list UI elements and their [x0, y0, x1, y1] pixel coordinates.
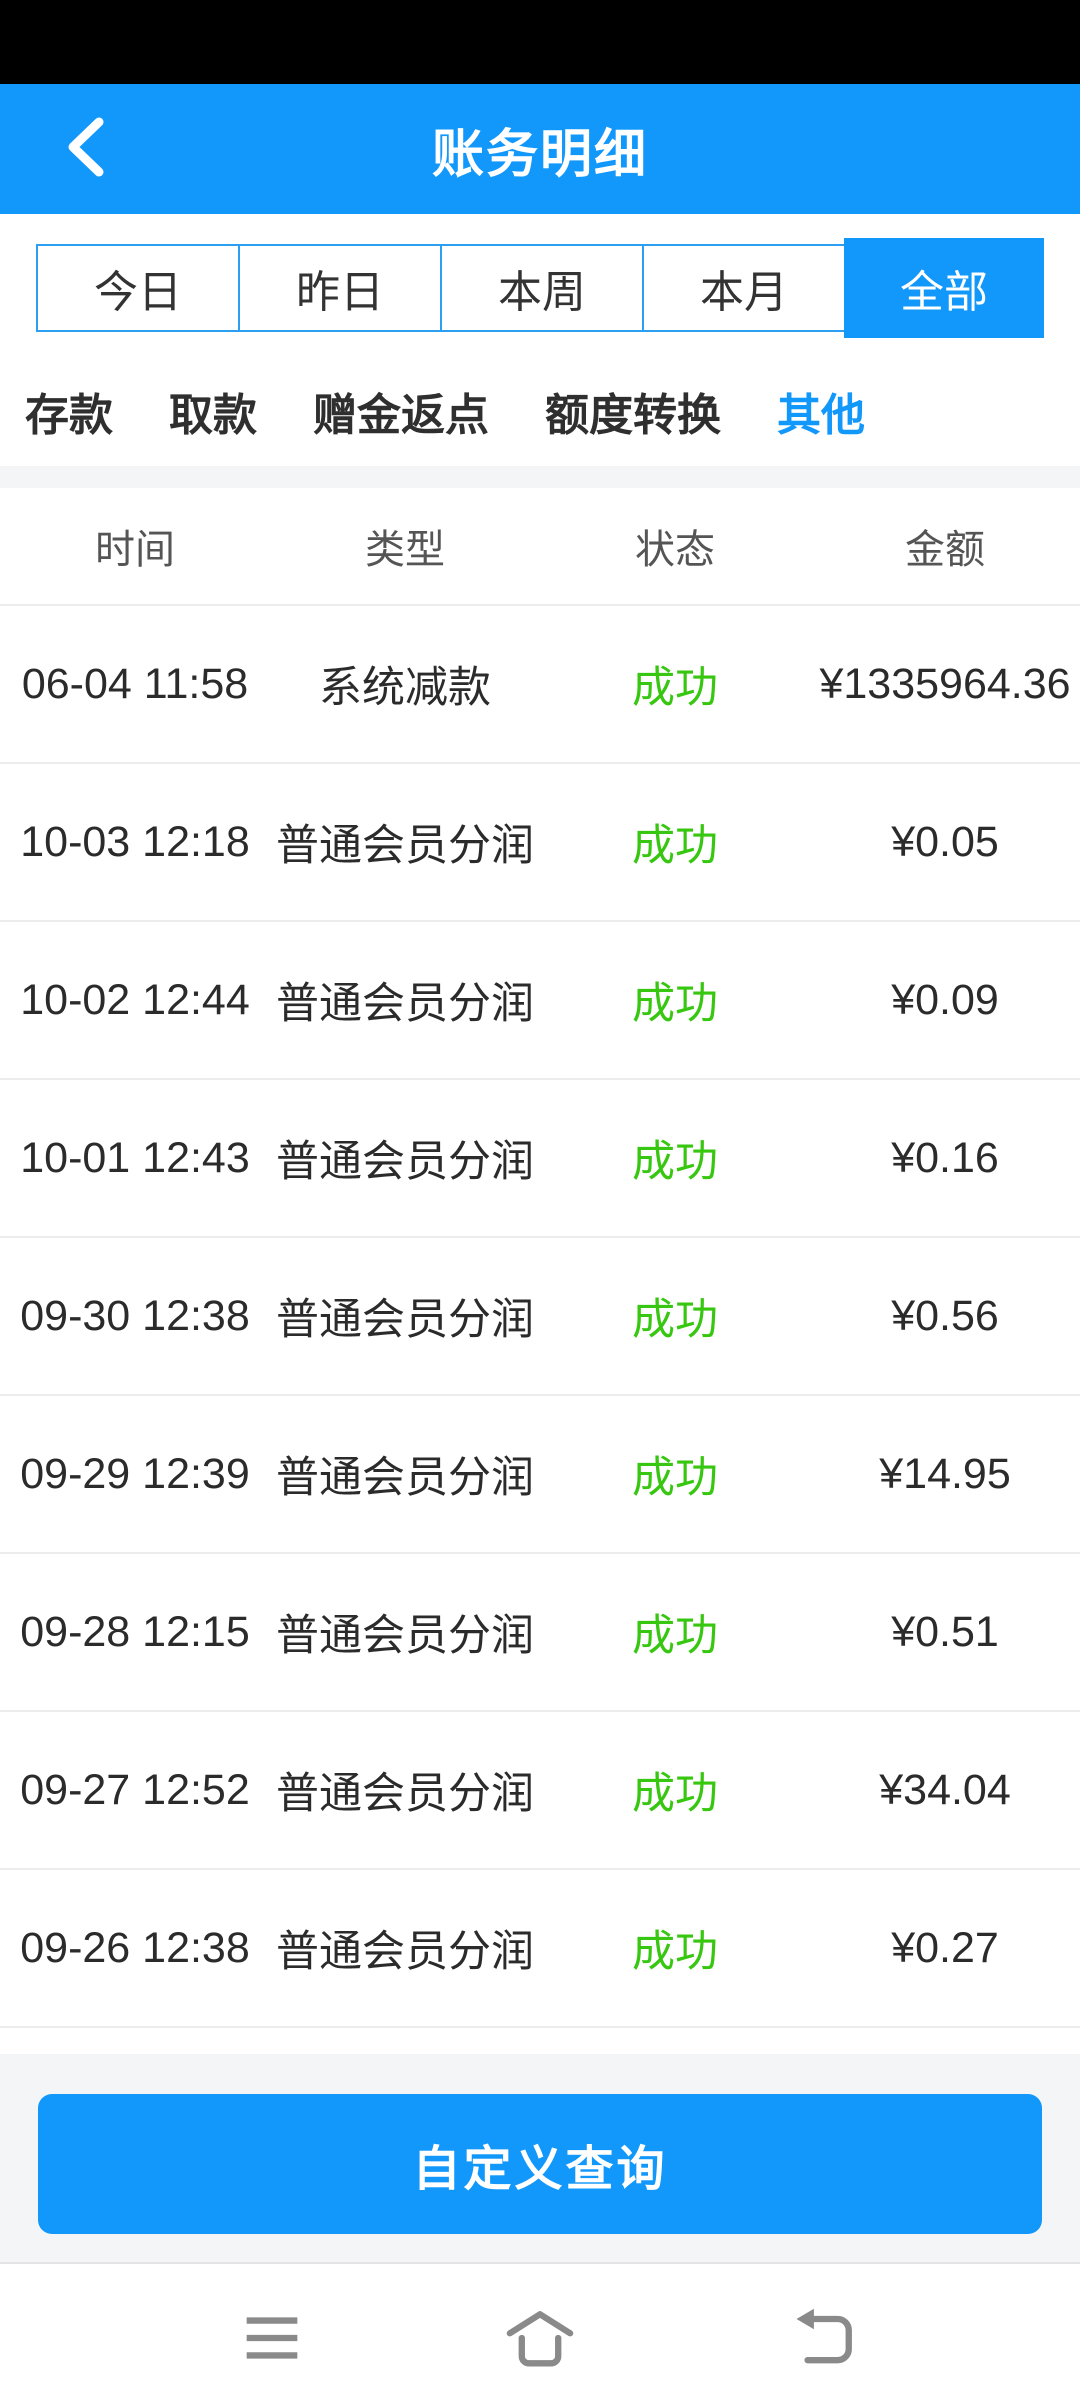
date-range-tabs: 今日 昨日 本周 本月 全部 — [36, 238, 1044, 338]
type-filters: 存款 取款 赠金返点 额度转换 其他 — [25, 380, 1080, 442]
cell-time: 10-02 12:44 — [20, 975, 250, 1024]
date-tab[interactable]: 本月 — [642, 244, 846, 332]
cell-amount: ¥0.05 — [891, 817, 999, 866]
cell-status: 成功 — [632, 1928, 718, 1976]
table-header: 时间 类型 状态 金额 — [0, 488, 1080, 606]
page-title: 账务明细 — [431, 125, 648, 184]
filter-item[interactable]: 存款 — [25, 391, 113, 440]
table-row[interactable]: 09-30 12:38 普通会员分润 成功 ¥0.56 — [0, 1238, 1080, 1396]
date-tab[interactable]: 本周 — [440, 244, 644, 332]
cell-time: 10-03 12:18 — [20, 817, 250, 866]
cell-time: 09-27 12:52 — [20, 1765, 250, 1814]
filter-item[interactable]: 赠金返点 — [313, 391, 489, 440]
back-button[interactable] — [40, 84, 130, 214]
cell-type: 系统减款 — [319, 664, 491, 712]
cell-type: 普通会员分润 — [276, 1928, 534, 1976]
menu-icon[interactable] — [234, 2300, 310, 2376]
cell-type: 普通会员分润 — [276, 1770, 534, 1818]
table-row[interactable]: 10-02 12:44 普通会员分润 成功 ¥0.09 — [0, 922, 1080, 1080]
footer-section: 自定义查询 — [0, 2054, 1080, 2264]
cell-amount: ¥1335964.36 — [819, 659, 1071, 708]
column-header-amount: 金额 — [905, 528, 985, 572]
cell-type: 普通会员分润 — [276, 1612, 534, 1660]
date-tab[interactable]: 全部 — [844, 238, 1044, 338]
column-header-time: 时间 — [95, 528, 175, 572]
home-icon[interactable] — [502, 2300, 578, 2376]
cell-time: 10-01 12:43 — [20, 1133, 250, 1182]
cell-status: 成功 — [632, 1296, 718, 1344]
cell-amount: ¥0.09 — [891, 975, 999, 1024]
cell-status: 成功 — [632, 822, 718, 870]
table-row[interactable]: 10-01 12:43 普通会员分润 成功 ¥0.16 — [0, 1080, 1080, 1238]
column-header-status: 状态 — [635, 528, 715, 572]
cell-type: 普通会员分润 — [276, 822, 534, 870]
table-row[interactable]: 09-27 12:52 普通会员分润 成功 ¥34.04 — [0, 1712, 1080, 1870]
filter-item[interactable]: 取款 — [169, 391, 257, 440]
cell-amount: ¥14.95 — [879, 1449, 1011, 1498]
cell-amount: ¥0.27 — [891, 1923, 999, 1972]
cell-time: 09-28 12:15 — [20, 1607, 250, 1656]
cell-status: 成功 — [632, 1612, 718, 1660]
cell-status: 成功 — [632, 1454, 718, 1502]
return-icon[interactable] — [787, 2300, 863, 2376]
transaction-list: 06-04 11:58 系统减款 成功 ¥1335964.36 10-03 12… — [0, 606, 1080, 2028]
cell-time: 06-04 11:58 — [21, 659, 249, 708]
cell-amount: ¥0.56 — [891, 1291, 999, 1340]
cell-status: 成功 — [632, 664, 718, 712]
app-header: 账务明细 — [0, 84, 1080, 214]
cell-type: 普通会员分润 — [276, 1296, 534, 1344]
cell-type: 普通会员分润 — [276, 980, 534, 1028]
spacer — [0, 2028, 1080, 2054]
cell-time: 09-29 12:39 — [20, 1449, 250, 1498]
chevron-left-icon — [63, 116, 107, 183]
cell-status: 成功 — [632, 980, 718, 1028]
section-separator — [0, 466, 1080, 488]
cell-type: 普通会员分润 — [276, 1454, 534, 1502]
cell-status: 成功 — [632, 1770, 718, 1818]
date-tab[interactable]: 今日 — [36, 244, 240, 332]
custom-query-button[interactable]: 自定义查询 — [38, 2094, 1042, 2234]
cell-type: 普通会员分润 — [276, 1138, 534, 1186]
cell-amount: ¥34.04 — [879, 1765, 1011, 1814]
table-row[interactable]: 06-04 11:58 系统减款 成功 ¥1335964.36 — [0, 606, 1080, 764]
table-row[interactable]: 09-29 12:39 普通会员分润 成功 ¥14.95 — [0, 1396, 1080, 1554]
status-bar — [0, 0, 1080, 84]
table-row[interactable]: 09-28 12:15 普通会员分润 成功 ¥0.51 — [0, 1554, 1080, 1712]
cell-time: 09-30 12:38 — [20, 1291, 250, 1340]
filter-item[interactable]: 额度转换 — [545, 391, 721, 440]
cell-amount: ¥0.16 — [891, 1133, 999, 1182]
date-tab[interactable]: 昨日 — [238, 244, 442, 332]
cell-status: 成功 — [632, 1138, 718, 1186]
table-row[interactable]: 10-03 12:18 普通会员分润 成功 ¥0.05 — [0, 764, 1080, 922]
column-header-type: 类型 — [365, 528, 445, 572]
spacer — [0, 442, 1080, 466]
filter-item[interactable]: 其他 — [777, 391, 865, 440]
table-row[interactable]: 09-26 12:38 普通会员分润 成功 ¥0.27 — [0, 1870, 1080, 2028]
android-nav-bar — [0, 2264, 1080, 2406]
cell-amount: ¥0.51 — [891, 1607, 999, 1656]
cell-time: 09-26 12:38 — [20, 1923, 250, 1972]
